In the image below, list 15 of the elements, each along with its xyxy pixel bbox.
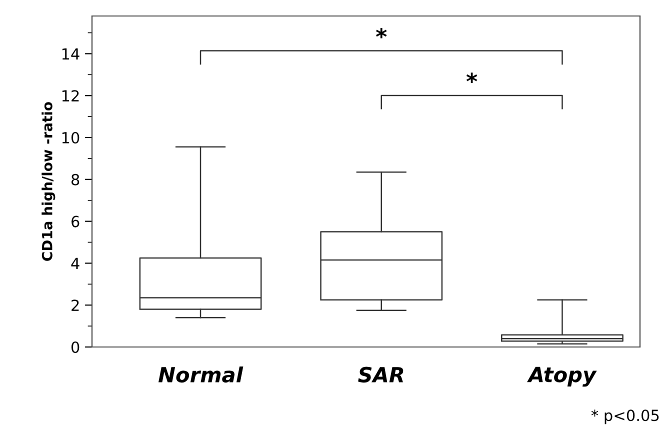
x-tick-label: Atopy — [527, 366, 597, 387]
x-tick-label: Normal — [158, 366, 244, 383]
text: * p<0.05 — [591, 410, 659, 424]
y-tick-label: 2 — [72, 300, 79, 311]
y-tick-label: 6 — [72, 216, 80, 228]
y-tick-label: 14 — [62, 48, 80, 60]
y-tick-label: 4 — [71, 258, 80, 270]
y-axis-title: CD1a high/low -ratio — [42, 102, 56, 261]
y-tick-label: 12 — [62, 90, 79, 102]
x-tick-label: SAR — [358, 366, 404, 383]
annotation: * — [376, 28, 387, 38]
annotation: * — [466, 72, 478, 83]
y-tick-label: 8 — [72, 174, 80, 186]
y-tick-label: 0 — [71, 341, 80, 354]
y-tick-label: 10 — [62, 132, 80, 144]
